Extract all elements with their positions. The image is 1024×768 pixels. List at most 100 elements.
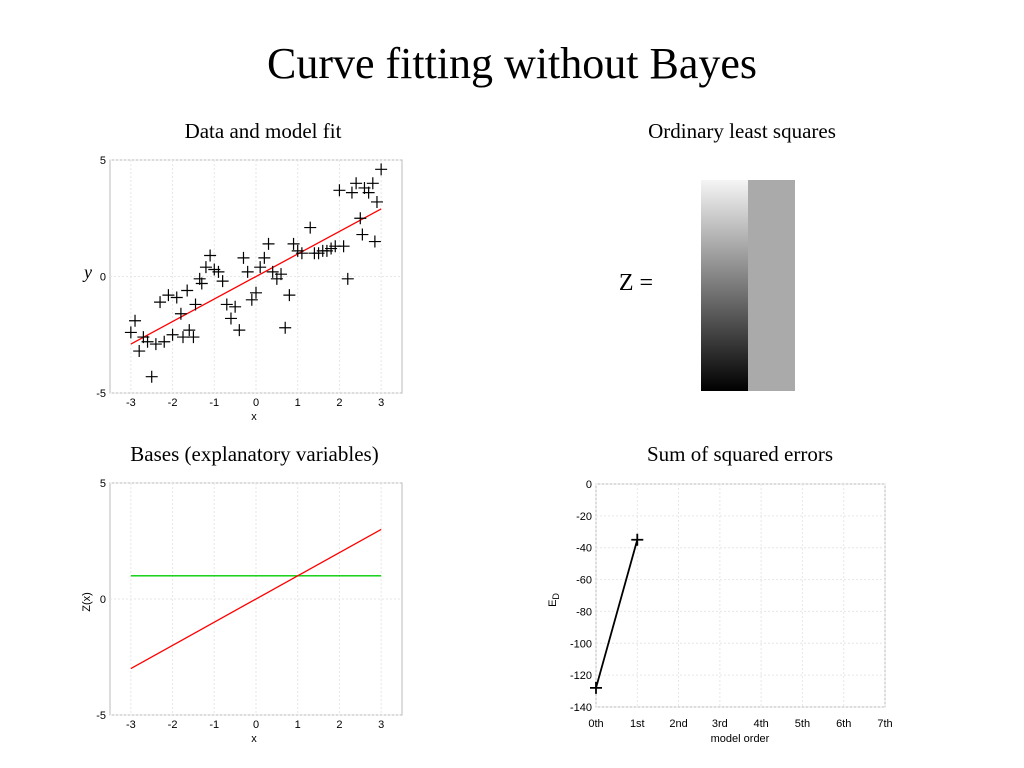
data-point-marker (187, 331, 200, 344)
panel-title-data-fit: Data and model fit (184, 119, 342, 143)
data-point-marker (362, 186, 375, 199)
panel-title-sse: Sum of squared errors (646, 442, 834, 466)
data-point-marker (350, 177, 363, 190)
sse-ytick-label: -60 (576, 575, 592, 587)
data-fit-plot: -3 -2 -1 0 1 2 3 5 0 -5 x y (82, 155, 403, 423)
sse-xtick-label: 6th (836, 718, 851, 730)
bases-ytick-label: 0 (100, 594, 106, 606)
data-point-marker (241, 265, 254, 278)
data-point-marker (333, 184, 346, 197)
data-point-marker (245, 293, 258, 306)
data-point-marker (204, 249, 217, 262)
data-point-marker (262, 237, 275, 250)
data-fit-xtick-label: 0 (253, 397, 259, 409)
sse-plot: 0th 1st 2nd 3rd 4th 5th 6th 7th 0 -20 -40 -60 -80 -10… (547, 479, 893, 745)
data-point-marker (170, 291, 183, 304)
bases-xlabel: x (251, 733, 257, 745)
data-fit-xlabel: x (251, 411, 257, 423)
bases-xtick-label: -2 (168, 719, 178, 731)
data-fit-xtick-label: -3 (126, 397, 136, 409)
data-point-marker (162, 289, 175, 302)
data-point-marker (174, 307, 187, 320)
data-point-marker (166, 328, 179, 341)
linear-basis-line (130, 528, 382, 670)
sse-xtick-label: 4th (753, 718, 768, 730)
sse-line (595, 539, 639, 689)
sse-ytick-label: -40 (576, 543, 592, 555)
slide-title: Curve fitting without Bayes (266, 39, 758, 88)
bases-xtick-label: 2 (336, 719, 342, 731)
sse-xtick-label: 0th (588, 718, 603, 730)
data-point-marker (287, 237, 300, 250)
bases-xtick-label: 1 (295, 719, 301, 731)
sse-xtick-label: 2nd (669, 718, 687, 730)
bases-ytick-label: 5 (100, 478, 106, 490)
bases-xtick-label: 3 (378, 719, 384, 731)
data-fit-xtick-label: -1 (209, 397, 219, 409)
data-point-marker (177, 331, 189, 344)
data-point-marker (233, 324, 246, 337)
data-point-marker (266, 265, 279, 278)
data-point-marker (370, 195, 383, 208)
data-point-marker (283, 289, 296, 302)
sse-xtick-label: 7th (877, 718, 892, 730)
panel-title-ols: Ordinary least squares (648, 119, 836, 143)
data-fit-ylabel: y (82, 262, 92, 282)
panel-title-bases: Bases (explanatory variables) (130, 442, 379, 466)
sse-ytick-label: 0 (586, 479, 592, 491)
sse-ytick-label: -100 (570, 638, 592, 650)
data-point-marker (212, 265, 225, 278)
data-point-marker (254, 261, 267, 274)
bases-plot: -3 -2 -1 0 1 2 3 5 0 -5 x Z(x) (81, 478, 403, 745)
sse-ytick-label: -80 (576, 606, 592, 618)
data-point-marker (181, 284, 194, 297)
bases-xtick-label: -3 (126, 719, 136, 731)
data-point-marker (279, 321, 292, 334)
bases-xtick-label: -1 (209, 719, 219, 731)
model-fit-line (130, 208, 382, 345)
data-point-marker (220, 298, 233, 311)
sse-point-marker (590, 681, 602, 694)
z-column-constant (748, 180, 795, 391)
data-fit-ytick-label: -5 (96, 388, 106, 400)
sse-ytick-label: -140 (570, 702, 592, 714)
data-point-marker (199, 261, 212, 274)
data-point-marker (216, 275, 229, 288)
data-fit-ytick-label: 0 (100, 272, 106, 284)
data-point-marker (295, 247, 308, 260)
data-point-marker (149, 338, 162, 351)
sse-frame (595, 483, 886, 708)
data-point-marker (337, 240, 350, 253)
bases-ytick-label: -5 (96, 710, 106, 722)
data-point-marker (356, 228, 369, 241)
data-point-marker (133, 345, 146, 358)
data-point-marker (189, 298, 202, 311)
data-point-marker (145, 370, 158, 383)
data-point-marker (224, 312, 237, 325)
sse-xtick-label: 1st (630, 718, 645, 730)
data-fit-xtick-label: 2 (336, 397, 342, 409)
data-point-marker (368, 235, 381, 248)
sse-ytick-label: -20 (576, 511, 592, 523)
data-point-marker (229, 300, 242, 313)
data-point-marker (375, 163, 388, 176)
sse-xtick-label: 5th (795, 718, 810, 730)
data-point-marker (129, 314, 142, 327)
data-point-marker (250, 286, 262, 299)
data-point-marker (193, 272, 206, 285)
sse-ylabel: ED (547, 593, 561, 607)
data-point-marker (275, 268, 288, 281)
data-point-marker (141, 335, 154, 348)
data-fit-ytick-label: 5 (100, 155, 106, 167)
data-point-marker (304, 221, 317, 234)
sse-ylabel-main: E (547, 600, 559, 607)
data-point-marker (354, 212, 367, 225)
data-fit-xtick-label: -2 (168, 397, 178, 409)
data-fit-xtick-label: 1 (295, 397, 301, 409)
sse-point-marker (631, 533, 644, 546)
z-equation-label: Z = (619, 270, 653, 296)
sse-xtick-label: 3rd (712, 718, 728, 730)
data-point-marker (258, 251, 271, 264)
data-point-marker (345, 186, 358, 199)
